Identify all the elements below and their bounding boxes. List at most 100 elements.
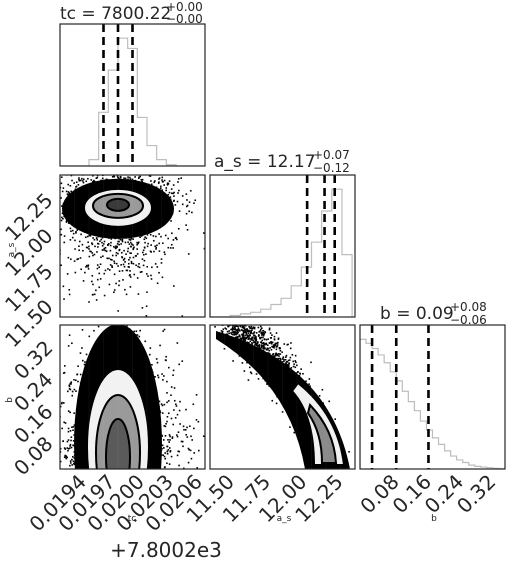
sample-point bbox=[155, 235, 157, 238]
sample-point bbox=[277, 341, 279, 344]
sample-point bbox=[172, 369, 175, 372]
sample-point bbox=[277, 357, 280, 360]
sample-point bbox=[166, 450, 169, 453]
sample-point bbox=[189, 190, 192, 192]
panel-hist-b bbox=[359, 324, 506, 470]
sample-point bbox=[160, 235, 162, 238]
sample-point bbox=[190, 435, 192, 438]
sample-point bbox=[80, 233, 82, 236]
sample-point bbox=[88, 248, 90, 250]
sample-point bbox=[115, 254, 118, 257]
sample-point bbox=[97, 243, 100, 245]
sample-point bbox=[60, 197, 62, 199]
sample-point bbox=[247, 332, 250, 334]
sample-point bbox=[260, 336, 263, 339]
sample-point bbox=[131, 178, 134, 181]
sample-point bbox=[103, 240, 106, 243]
sample-point bbox=[167, 439, 169, 441]
sample-point bbox=[146, 265, 149, 268]
sample-point bbox=[67, 410, 70, 412]
sample-point bbox=[276, 344, 279, 346]
sample-point bbox=[252, 326, 255, 328]
sample-point bbox=[100, 238, 103, 241]
sample-point bbox=[117, 310, 120, 312]
sample-point bbox=[84, 271, 86, 274]
sample-point bbox=[106, 257, 109, 260]
sample-point bbox=[180, 177, 182, 179]
sample-point bbox=[161, 404, 164, 407]
sample-point bbox=[262, 334, 265, 337]
title-b-main: b = 0.09 bbox=[380, 304, 454, 324]
sample-point bbox=[270, 337, 273, 339]
sample-point bbox=[139, 236, 141, 239]
sample-point bbox=[114, 246, 117, 249]
sample-point bbox=[129, 178, 132, 180]
sample-point bbox=[71, 236, 74, 239]
sample-point bbox=[149, 233, 152, 236]
sample-point bbox=[174, 417, 177, 419]
sample-point bbox=[266, 348, 269, 351]
sample-point bbox=[105, 178, 108, 181]
sample-point bbox=[193, 202, 195, 204]
sample-point bbox=[158, 250, 161, 252]
sample-point bbox=[136, 334, 139, 336]
sample-point bbox=[110, 238, 113, 240]
sample-point bbox=[122, 263, 125, 266]
sample-point bbox=[189, 425, 191, 428]
sample-point bbox=[168, 463, 171, 465]
sample-point bbox=[158, 178, 160, 180]
sample-point bbox=[63, 241, 66, 244]
sample-point bbox=[104, 246, 107, 249]
sample-point bbox=[273, 335, 276, 338]
sample-point bbox=[156, 361, 159, 364]
sample-point bbox=[242, 330, 244, 332]
sample-point bbox=[70, 190, 72, 193]
panel-frame bbox=[209, 174, 356, 318]
sample-point bbox=[113, 260, 115, 263]
sample-point bbox=[231, 326, 234, 329]
sample-point bbox=[233, 326, 236, 329]
sample-point bbox=[132, 244, 134, 246]
sample-point bbox=[82, 180, 84, 182]
sample-point bbox=[181, 195, 184, 197]
sample-point bbox=[308, 378, 311, 380]
sample-point bbox=[66, 440, 69, 443]
sample-point bbox=[73, 388, 76, 391]
sample-point bbox=[163, 251, 166, 253]
sample-point bbox=[268, 352, 271, 355]
sample-point bbox=[223, 347, 226, 350]
sample-point bbox=[255, 337, 257, 340]
sample-point bbox=[244, 339, 247, 342]
sample-point bbox=[232, 328, 234, 330]
sample-point bbox=[170, 220, 172, 222]
sample-point bbox=[265, 343, 268, 346]
sample-point bbox=[172, 247, 174, 249]
sample-point bbox=[278, 347, 281, 350]
sample-point bbox=[124, 261, 126, 263]
sample-point bbox=[111, 259, 113, 261]
sample-point bbox=[68, 288, 71, 291]
sample-point bbox=[253, 332, 255, 334]
sample-point bbox=[248, 330, 250, 333]
sample-point bbox=[259, 341, 262, 344]
sample-point bbox=[115, 245, 117, 247]
sample-point bbox=[65, 457, 68, 460]
panel-frame bbox=[359, 324, 506, 470]
sample-point bbox=[176, 342, 179, 344]
sample-point bbox=[113, 262, 116, 264]
sample-point bbox=[74, 239, 76, 242]
sample-point bbox=[118, 280, 121, 282]
sample-point bbox=[177, 177, 180, 180]
sample-point bbox=[176, 435, 179, 438]
sample-point bbox=[120, 264, 122, 266]
sample-point bbox=[69, 388, 72, 391]
sample-point bbox=[157, 376, 160, 379]
sample-point bbox=[173, 399, 176, 402]
sample-point bbox=[67, 183, 70, 186]
sample-point bbox=[202, 435, 205, 438]
sample-point bbox=[65, 221, 68, 223]
sample-point bbox=[299, 373, 302, 375]
sample-point bbox=[61, 212, 64, 215]
sample-point bbox=[121, 240, 124, 243]
sample-point bbox=[71, 464, 73, 466]
